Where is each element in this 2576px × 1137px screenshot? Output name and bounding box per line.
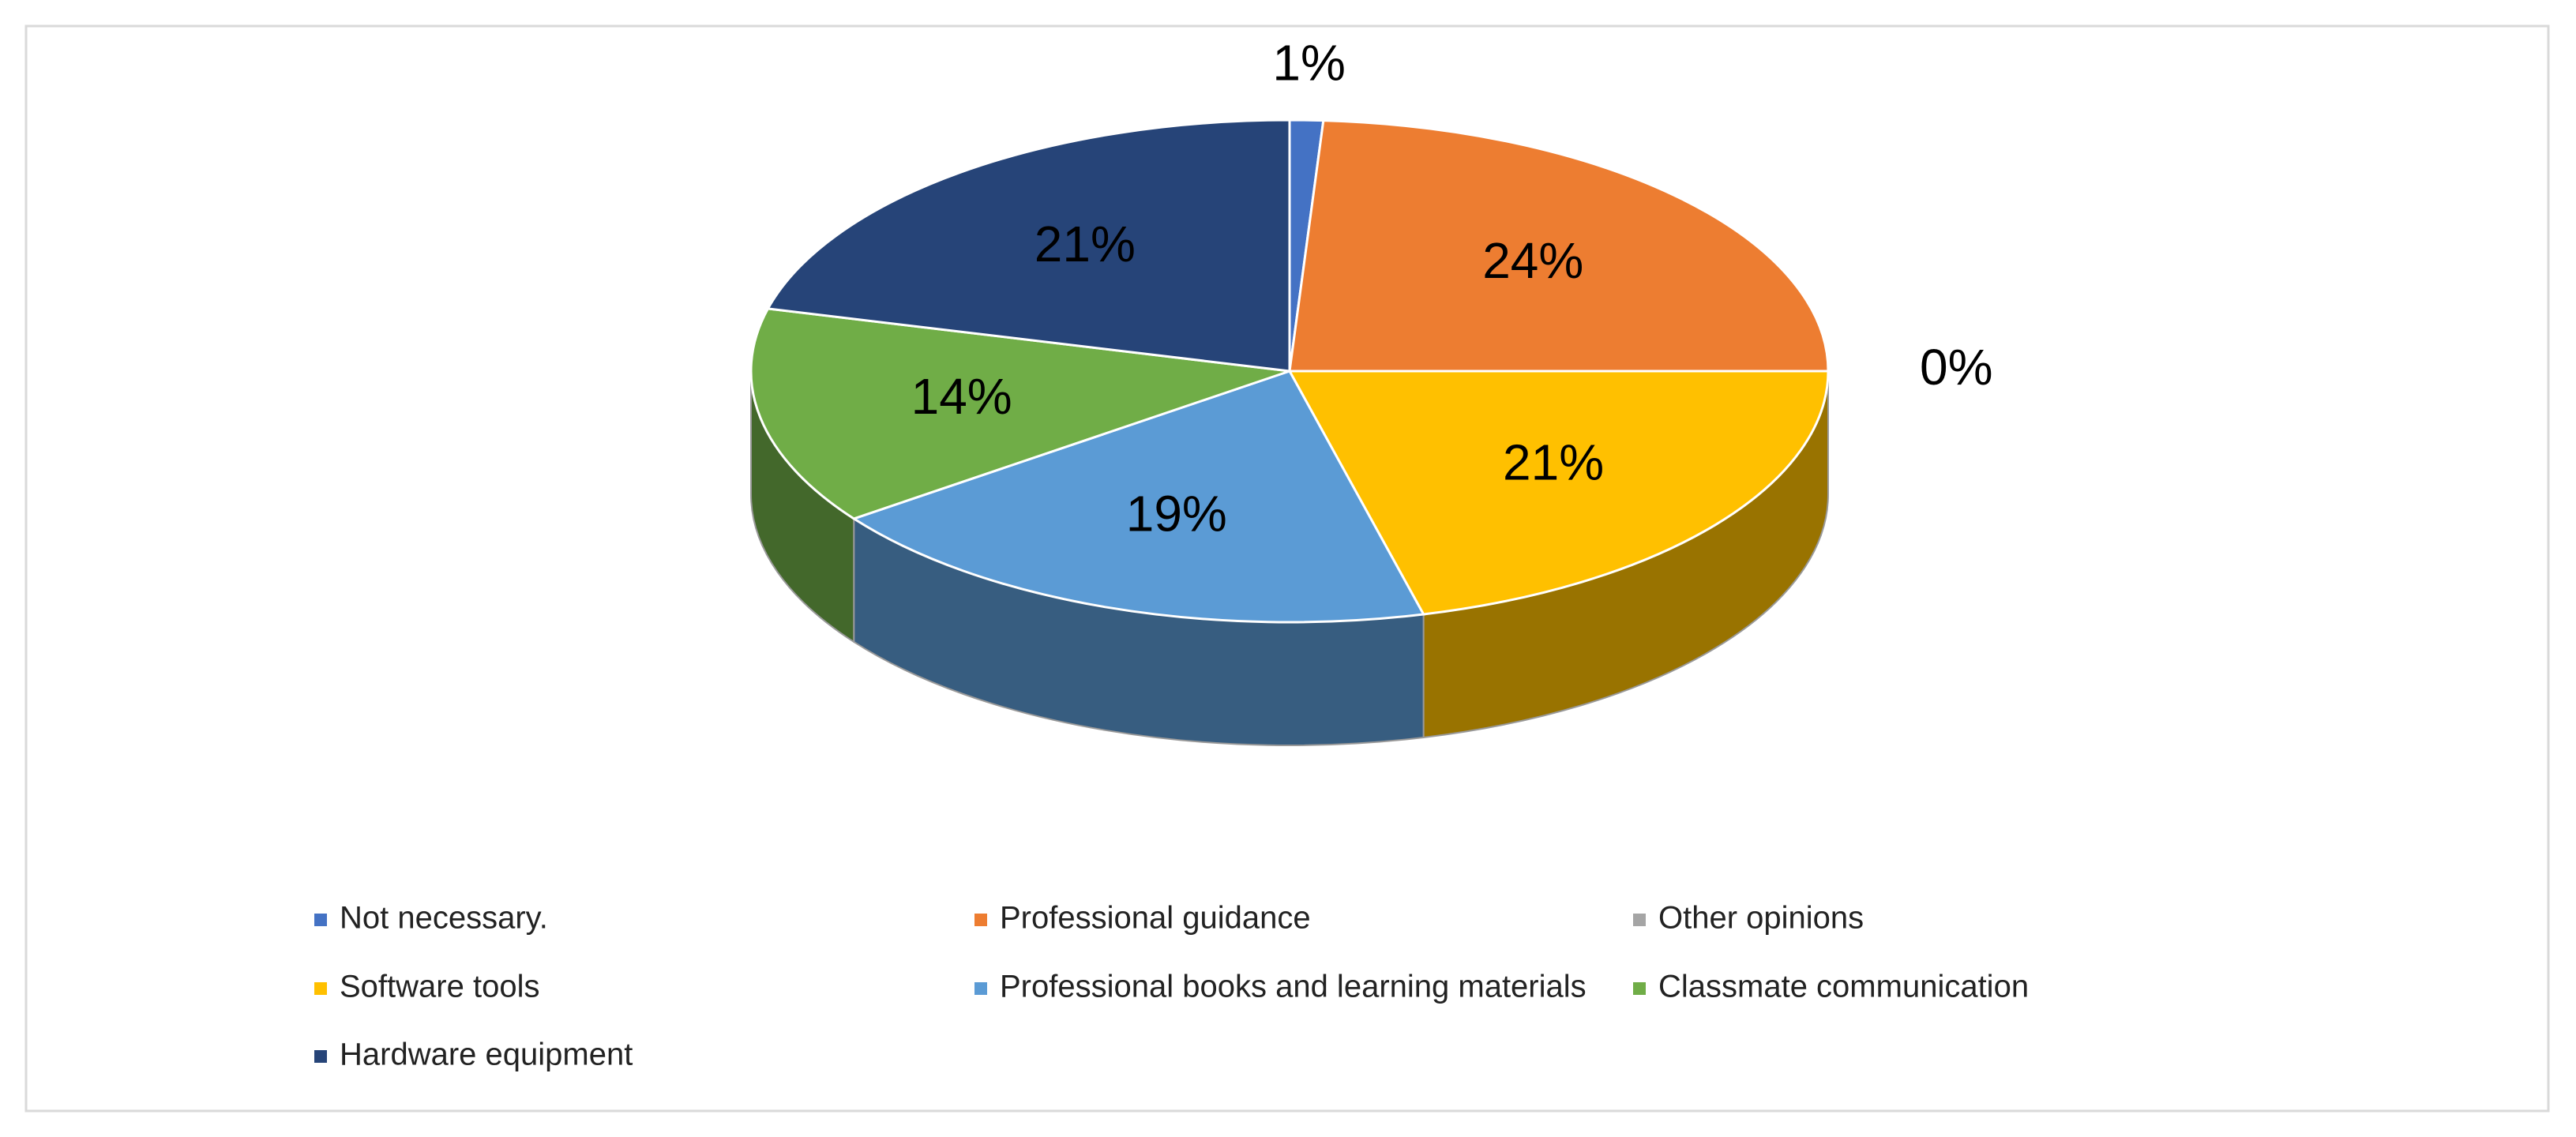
legend-swatch <box>314 1050 327 1063</box>
legend-swatch <box>974 982 987 995</box>
data-label: 1% <box>1272 34 1346 91</box>
legend: Not necessary. Professional guidance Other… <box>314 901 2029 1072</box>
slice <box>1287 370 1830 616</box>
legend-swatch <box>974 914 987 926</box>
legend-swatch <box>1633 982 1646 995</box>
legend-label: Professional books and learning material… <box>1000 970 1587 1004</box>
data-label: 21% <box>1035 216 1136 272</box>
data-label: 14% <box>911 368 1012 425</box>
slice <box>749 307 1290 520</box>
data-label: 21% <box>1503 434 1604 491</box>
legend-label: Classmate communication <box>1658 970 2029 1004</box>
slice <box>1288 119 1830 373</box>
legend-swatch <box>1633 914 1646 926</box>
legend-label: Other opinions <box>1658 901 1864 936</box>
pie-tops <box>749 118 1830 624</box>
legend-label: Not necessary. <box>340 901 548 936</box>
legend-label: Professional guidance <box>1000 901 1311 936</box>
data-label: 19% <box>1126 485 1227 542</box>
legend-swatch <box>314 914 327 926</box>
data-labels: 1% 24% 0% 21% 19% 14% 21% <box>911 34 1993 542</box>
legend-label: Software tools <box>340 970 539 1004</box>
legend-swatch <box>314 982 327 995</box>
slice <box>851 370 1425 624</box>
data-label: 24% <box>1482 232 1583 289</box>
slice <box>766 118 1291 373</box>
legend-label: Hardware equipment <box>340 1038 633 1072</box>
data-label: 0% <box>1920 339 1993 396</box>
